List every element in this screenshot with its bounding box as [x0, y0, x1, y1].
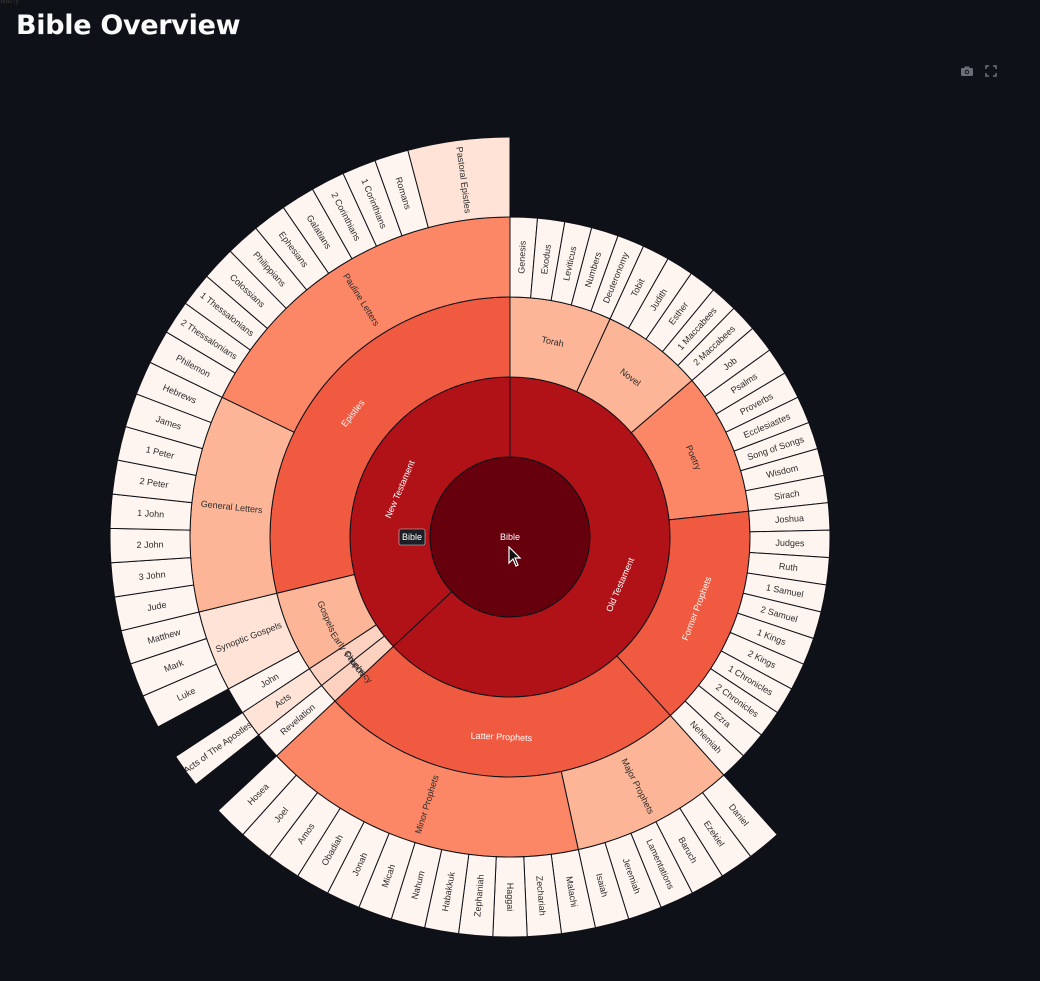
sunburst-wedge-haggai[interactable]: [492, 856, 528, 938]
sunburst-wedges: [109, 136, 831, 938]
chart-toolbar: [960, 64, 998, 78]
hover-tooltip: Bible: [398, 528, 426, 546]
camera-icon[interactable]: [960, 64, 974, 78]
sunburst-label-titus: Titus: [0, 0, 10, 5]
fullscreen-icon[interactable]: [984, 64, 998, 78]
sunburst-label-1-timothy: 1 Timothy: [0, 0, 20, 5]
hover-tooltip-box: [398, 528, 426, 546]
mouse-cursor-icon: [508, 546, 522, 567]
sunburst-wedge-acts-of-the-apostles[interactable]: [174, 711, 260, 786]
page-title: Bible Overview: [16, 10, 241, 41]
sunburst-wedge-pastoral-epistles[interactable]: [407, 136, 511, 229]
sunburst-wedge-bible[interactable]: [429, 456, 591, 618]
sunburst-wedge-2-john[interactable]: [109, 527, 192, 564]
sunburst-label-2-timothy: 2 Timothy: [0, 0, 20, 5]
